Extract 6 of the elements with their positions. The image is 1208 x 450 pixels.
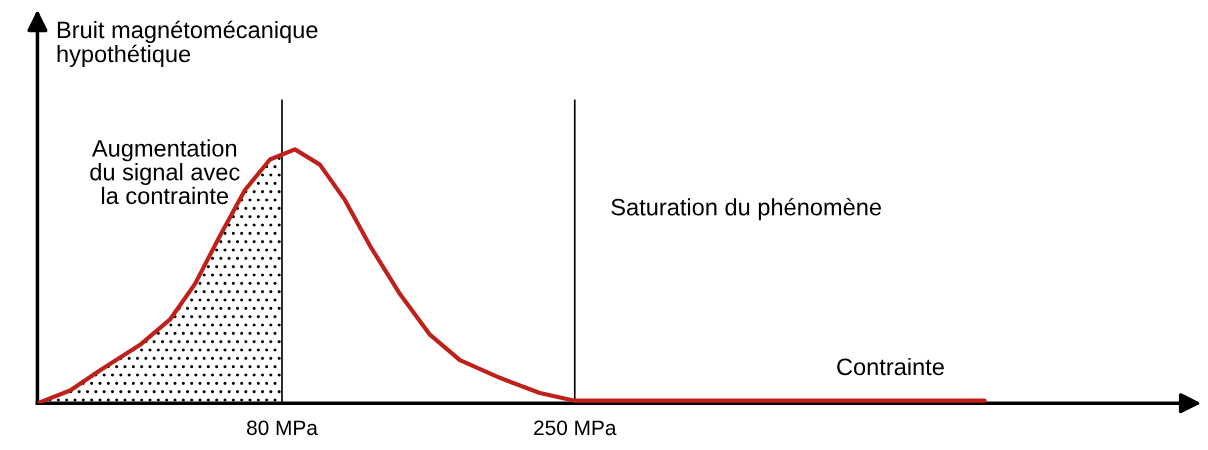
x-axis-title: Contrainte xyxy=(837,357,944,376)
x-tick-label: 80 MPa xyxy=(247,420,318,436)
y-axis-title: Bruit magnétomécanique hypothétique xyxy=(57,20,318,67)
annotation: Augmentation du signal avec la contrainte xyxy=(90,139,240,205)
x-tick-label: 250 MPa xyxy=(534,420,617,436)
annotation: Saturation du phénomène xyxy=(611,197,881,221)
